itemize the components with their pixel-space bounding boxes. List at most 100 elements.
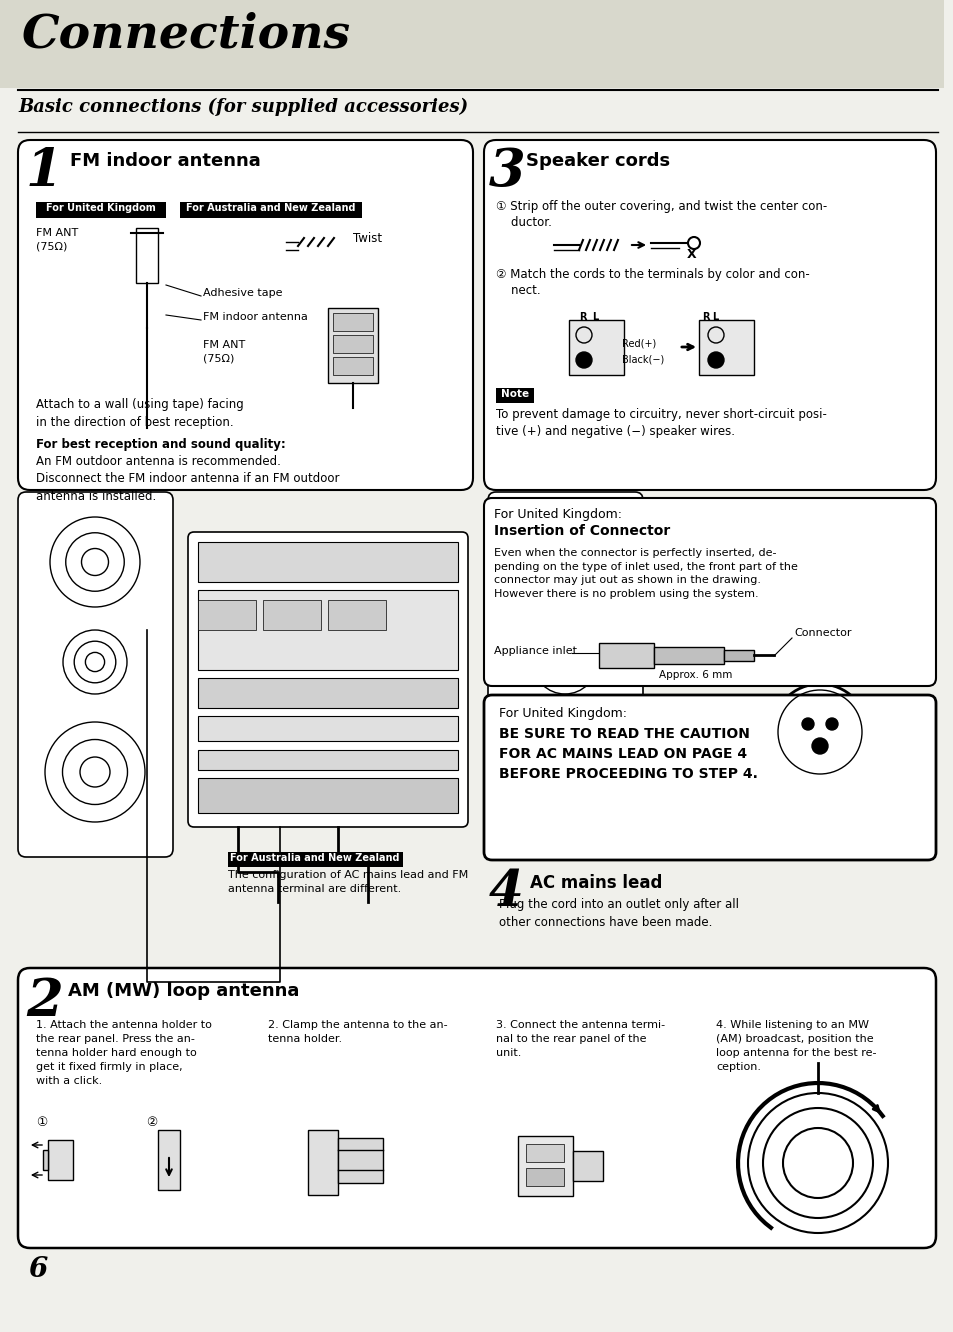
Bar: [333, 336, 373, 353]
Text: AC mains lead: AC mains lead: [530, 874, 661, 892]
FancyBboxPatch shape: [483, 498, 935, 686]
FancyBboxPatch shape: [488, 492, 642, 856]
Circle shape: [801, 718, 813, 730]
Bar: [198, 599, 255, 630]
Circle shape: [825, 718, 837, 730]
Text: For Australia and New Zealand: For Australia and New Zealand: [230, 852, 399, 863]
Bar: [723, 650, 753, 661]
Bar: [328, 599, 386, 630]
Circle shape: [811, 738, 827, 754]
Text: Adhesive tape: Adhesive tape: [203, 288, 282, 298]
Bar: [36, 202, 166, 218]
Bar: [496, 388, 534, 404]
Text: FM ANT
(75Ω): FM ANT (75Ω): [203, 340, 245, 364]
FancyBboxPatch shape: [188, 531, 468, 827]
Bar: [517, 1136, 573, 1196]
Bar: [158, 1130, 180, 1189]
Bar: [525, 1168, 563, 1185]
Bar: [180, 202, 361, 218]
Text: Basic connections (for supplied accessories): Basic connections (for supplied accessor…: [18, 99, 468, 116]
Text: Plug the cord into an outlet only after all
other connections have been made.: Plug the cord into an outlet only after …: [498, 898, 739, 928]
Bar: [328, 308, 377, 384]
Bar: [198, 542, 457, 582]
Text: AM (MW) loop antenna: AM (MW) loop antenna: [68, 982, 299, 1000]
Text: 4: 4: [489, 868, 523, 916]
Text: FM indoor antenna: FM indoor antenna: [203, 312, 308, 322]
Bar: [136, 228, 158, 282]
Text: For United Kingdom:: For United Kingdom:: [494, 507, 621, 521]
Text: 1. Attach the antenna holder to
the rear panel. Press the an-
tenna holder hard : 1. Attach the antenna holder to the rear…: [36, 1020, 212, 1086]
Bar: [263, 599, 320, 630]
Text: Speaker cords: Speaker cords: [525, 152, 669, 170]
Bar: [198, 717, 457, 741]
Text: For United Kingdom:: For United Kingdom:: [498, 707, 626, 721]
Text: For best reception and sound quality:: For best reception and sound quality:: [36, 438, 286, 452]
Text: Connections: Connections: [22, 12, 351, 59]
Text: ②: ②: [146, 1116, 157, 1130]
Text: Red(+): Red(+): [621, 338, 656, 348]
Text: Connector: Connector: [793, 627, 851, 638]
FancyBboxPatch shape: [18, 492, 172, 856]
Text: ductor.: ductor.: [496, 216, 551, 229]
Bar: [699, 320, 753, 376]
Text: 4. While listening to an MW
(AM) broadcast, position the
loop antenna for the be: 4. While listening to an MW (AM) broadca…: [716, 1020, 876, 1072]
Bar: [43, 1150, 48, 1169]
Text: BEFORE PROCEEDING TO STEP 4.: BEFORE PROCEEDING TO STEP 4.: [498, 767, 757, 781]
Bar: [337, 1138, 382, 1183]
Text: L: L: [592, 312, 598, 322]
Bar: [0, 0, 943, 88]
Text: Black(−): Black(−): [621, 356, 663, 365]
Text: For United Kingdom: For United Kingdom: [46, 202, 155, 213]
Text: ①: ①: [36, 1116, 48, 1130]
Text: For Australia and New Zealand: For Australia and New Zealand: [186, 202, 355, 213]
Text: Appliance inlet: Appliance inlet: [494, 646, 577, 655]
Text: FM ANT
(75Ω): FM ANT (75Ω): [36, 228, 78, 252]
Circle shape: [771, 685, 867, 781]
Text: Twist: Twist: [353, 232, 382, 245]
Text: 6: 6: [28, 1256, 48, 1283]
Text: Approx. 6 mm: Approx. 6 mm: [659, 670, 732, 681]
Text: Even when the connector is perfectly inserted, de-
pending on the type of inlet : Even when the connector is perfectly ins…: [494, 547, 797, 599]
Bar: [568, 320, 623, 376]
Text: ① Strip off the outer covering, and twist the center con-: ① Strip off the outer covering, and twis…: [496, 200, 826, 213]
Circle shape: [576, 352, 592, 368]
FancyBboxPatch shape: [18, 140, 473, 490]
Text: BE SURE TO READ THE CAUTION: BE SURE TO READ THE CAUTION: [498, 727, 749, 741]
Text: 3. Connect the antenna termi-
nal to the rear panel of the
unit.: 3. Connect the antenna termi- nal to the…: [496, 1020, 664, 1058]
FancyBboxPatch shape: [18, 968, 935, 1248]
Text: The configuration of AC mains lead and FM
antenna terminal are different.: The configuration of AC mains lead and F…: [228, 870, 468, 894]
Bar: [198, 678, 457, 709]
Text: FM indoor antenna: FM indoor antenna: [70, 152, 260, 170]
Bar: [228, 852, 402, 867]
Bar: [654, 647, 723, 663]
Bar: [198, 590, 457, 670]
Circle shape: [707, 352, 723, 368]
Bar: [573, 1151, 602, 1181]
Bar: [333, 357, 373, 376]
Text: R: R: [701, 312, 709, 322]
Text: nect.: nect.: [496, 284, 540, 297]
Text: X: X: [686, 248, 696, 261]
Bar: [198, 750, 457, 770]
Bar: [198, 778, 457, 813]
Bar: [308, 1130, 337, 1195]
Text: FOR AC MAINS LEAD ON PAGE 4: FOR AC MAINS LEAD ON PAGE 4: [498, 747, 746, 761]
Text: 2: 2: [26, 976, 63, 1027]
FancyBboxPatch shape: [483, 140, 935, 490]
Bar: [48, 1140, 73, 1180]
Text: Attach to a wall (using tape) facing
in the direction of best reception.: Attach to a wall (using tape) facing in …: [36, 398, 244, 429]
Text: Insertion of Connector: Insertion of Connector: [494, 523, 670, 538]
Text: 3: 3: [489, 147, 525, 197]
Bar: [598, 643, 654, 669]
FancyBboxPatch shape: [483, 695, 935, 860]
Bar: [333, 313, 373, 330]
Text: R: R: [578, 312, 586, 322]
Bar: [525, 1144, 563, 1162]
Text: Note: Note: [500, 389, 529, 400]
Text: L: L: [711, 312, 718, 322]
Text: 2. Clamp the antenna to the an-
tenna holder.: 2. Clamp the antenna to the an- tenna ho…: [268, 1020, 447, 1044]
Text: To prevent damage to circuitry, never short-circuit posi-
tive (+) and negative : To prevent damage to circuitry, never sh…: [496, 408, 826, 438]
Text: ② Match the cords to the terminals by color and con-: ② Match the cords to the terminals by co…: [496, 268, 809, 281]
Text: 1: 1: [26, 147, 63, 197]
Text: An FM outdoor antenna is recommended.
Disconnect the FM indoor antenna if an FM : An FM outdoor antenna is recommended. Di…: [36, 456, 339, 503]
